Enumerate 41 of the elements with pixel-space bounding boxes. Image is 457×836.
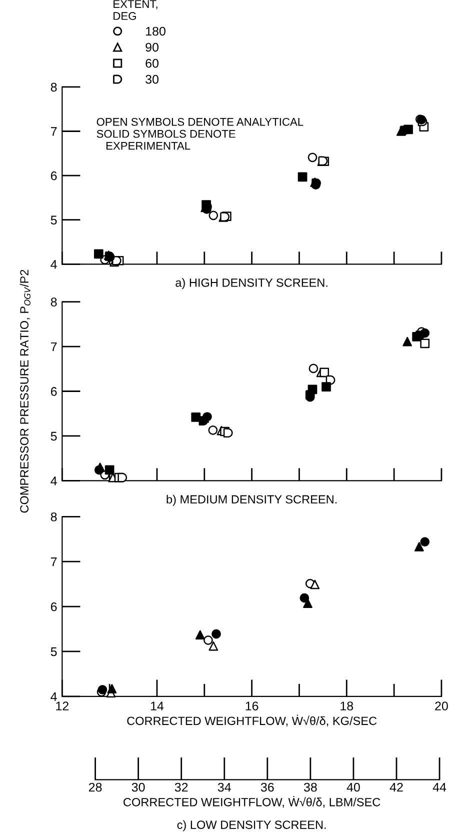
x-tick-label: 18 [340,702,354,710]
text: a) HIGH DENSITY SCREEN. [176,278,328,290]
x-tick-label: 12 [56,702,68,710]
x2-axis-title: CORRECTED WEIGHTFLOW, Ẇ√θ/δ, LBM/SEC [124,796,380,808]
y-tick-label: 5 [50,216,57,225]
x2-tick-label: 36 [260,782,274,792]
x-tick-label: 20 [435,702,448,710]
x2-tick-label: 44 [432,782,446,792]
x2-tick-label: 38 [304,782,317,792]
x2-tick-label: 30 [132,782,145,792]
x-tick-label: 14 [150,702,164,710]
x-axis-title: CORRECTED WEIGHTFLOW, Ẇ√θ/δ, KG/SEC [127,714,377,726]
x2-tick-label: 28 [88,782,102,792]
text: b) MEDIUM DENSITY SCREEN. [166,494,337,506]
legend-label: 60 [146,58,158,68]
y-tick-label: 5 [50,432,57,441]
y-tick-label: 8 [50,82,57,92]
x2-tick-label: 42 [390,782,403,792]
legend-label: 180 [146,26,166,36]
y-tick-label: 6 [50,602,57,612]
y-tick-label: 4 [50,476,57,486]
y-tick-label: 5 [50,647,57,656]
y-tick-label: 6 [50,171,57,180]
y-tick-label: 7 [50,127,57,136]
legend-label: 30 [146,74,158,84]
annotation: OPEN SYMBOLS DENOTE ANALYTICAL SOLID SYMBOLS DENOTE EXPERIMENTAL [96,118,304,150]
x2-tick-label: 32 [174,782,188,792]
y-tick-label: 6 [50,387,57,396]
x2-tick-label: 34 [218,782,231,792]
y-tick-label: 7 [50,558,57,566]
y-tick-label: 8 [50,512,57,522]
x2-tick-label: 40 [346,782,360,792]
y-tick-label: 7 [50,342,57,352]
y-tick-label: 4 [50,692,57,701]
x-tick-label: 16 [246,702,258,710]
text: c) LOW DENSITY SCREEN. [177,820,326,832]
legend-title: EXTENT, DEG [114,0,158,20]
y-tick-label: 4 [50,260,57,269]
legend-label: 90 [146,42,158,52]
y-axis-title: COMPRESSOR PRESSURE RATIO, P$_{OGV}$/P2 [20,270,30,513]
y-tick-label: 8 [50,298,57,306]
